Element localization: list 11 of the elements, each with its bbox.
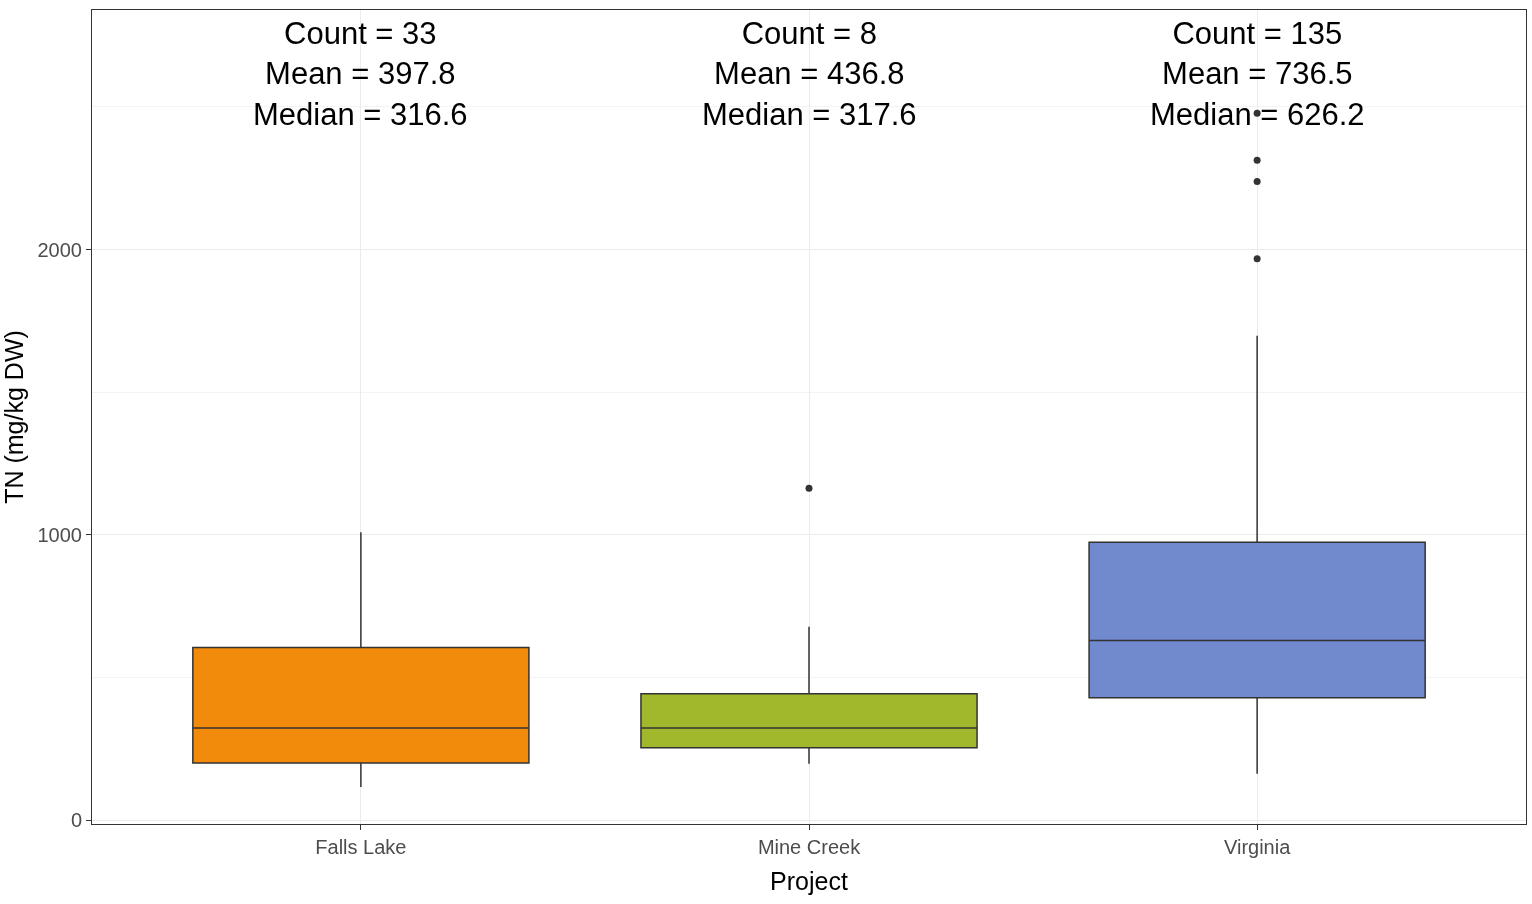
x-tick-label: Mine Creek: [757, 836, 862, 858]
y-tick-label: 0: [70, 809, 82, 832]
x-tick-label: Virginia: [1223, 836, 1292, 858]
annotation: Count = 8 Mean = 436.8 Median = 317.6: [702, 16, 917, 132]
x-axis-title: Project: [770, 867, 848, 895]
annotation: Count = 33 Mean = 397.8 Median = 316.6: [253, 16, 468, 132]
y-tick-label: 1000: [37, 523, 82, 546]
y-axis-title: TN (mg/kg DW): [0, 330, 28, 504]
x-tick-label: Falls Lake: [315, 836, 407, 858]
y-tick-label: 2000: [37, 238, 82, 261]
annotation: Count = 135 Mean = 736.5 Median = 626.2: [1150, 16, 1365, 132]
